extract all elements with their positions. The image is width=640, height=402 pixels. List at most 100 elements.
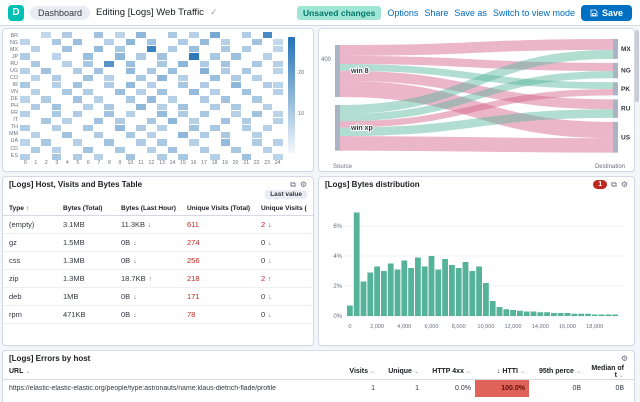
heatmap-cell[interactable] xyxy=(252,110,262,117)
heatmap-cell[interactable] xyxy=(115,39,125,46)
heatmap-cell[interactable] xyxy=(93,32,104,39)
heatmap-cell[interactable] xyxy=(252,67,262,74)
heatmap-cell[interactable] xyxy=(83,82,93,89)
heatmap-cell[interactable] xyxy=(157,46,167,53)
heatmap-cell[interactable] xyxy=(210,46,220,53)
heatmap-cell[interactable] xyxy=(199,89,210,96)
heatmap-cell[interactable] xyxy=(83,153,93,160)
heatmap-cell[interactable] xyxy=(231,117,241,125)
heatmap-cell[interactable] xyxy=(262,132,273,139)
heatmap-cell[interactable] xyxy=(273,139,283,146)
histogram-bar[interactable] xyxy=(401,260,408,317)
heatmap-cell[interactable] xyxy=(273,110,283,117)
heatmap-cell[interactable] xyxy=(188,110,199,117)
heatmap-cell[interactable] xyxy=(125,46,136,53)
heatmap-cell[interactable] xyxy=(62,96,72,103)
histogram-bar[interactable] xyxy=(605,314,612,317)
heatmap-cell[interactable] xyxy=(146,39,157,46)
heatmap-cell[interactable] xyxy=(104,103,115,110)
heatmap-cell[interactable] xyxy=(93,132,104,139)
heatmap-cell[interactable] xyxy=(210,125,220,132)
heatmap-cell[interactable] xyxy=(62,46,72,53)
heatmap-cell[interactable] xyxy=(41,60,51,67)
heatmap-cell[interactable] xyxy=(72,153,83,160)
heatmap-cell[interactable] xyxy=(93,74,104,82)
heatmap-cell[interactable] xyxy=(115,103,125,110)
heatmap-cell[interactable] xyxy=(262,89,273,96)
histogram-bar[interactable] xyxy=(360,281,367,317)
heatmap-cell[interactable] xyxy=(72,96,83,103)
heatmap-cell[interactable] xyxy=(220,132,231,139)
heatmap-cell[interactable] xyxy=(178,139,188,146)
heatmap-cell[interactable] xyxy=(41,74,51,82)
heatmap-cell[interactable] xyxy=(51,125,62,132)
heatmap-cell[interactable] xyxy=(252,89,262,96)
histogram-bar[interactable] xyxy=(551,313,557,316)
heatmap-cell[interactable] xyxy=(262,153,273,160)
histogram-bar[interactable] xyxy=(347,305,353,317)
heatmap-cell[interactable] xyxy=(231,110,241,117)
heatmap-cell[interactable] xyxy=(199,125,210,132)
heatmap-cell[interactable] xyxy=(125,67,136,74)
heatmap-cell[interactable] xyxy=(146,82,157,89)
heatmap-cell[interactable] xyxy=(30,89,41,96)
heatmap-cell[interactable] xyxy=(136,139,146,146)
heatmap-cell[interactable] xyxy=(231,103,241,110)
options-button[interactable]: Options xyxy=(387,7,419,18)
heatmap-cell[interactable] xyxy=(136,110,146,117)
errors-table-column-header[interactable]: Unique ⌄ xyxy=(379,368,423,375)
heatmap-cell[interactable] xyxy=(62,32,72,39)
heatmap-cell[interactable] xyxy=(252,39,262,46)
heatmap-cell[interactable] xyxy=(157,82,167,89)
heatmap-cell[interactable] xyxy=(231,32,241,39)
heatmap-cell[interactable] xyxy=(72,103,83,110)
heatmap-cell[interactable] xyxy=(210,110,220,117)
heatmap-cell[interactable] xyxy=(220,139,231,146)
heatmap-cell[interactable] xyxy=(51,89,62,96)
heatmap-cell[interactable] xyxy=(20,67,30,74)
heatmap-cell[interactable] xyxy=(273,46,283,53)
heatmap-cell[interactable] xyxy=(51,82,62,89)
heatmap-cell[interactable] xyxy=(30,32,41,39)
heatmap-cell[interactable] xyxy=(262,46,273,53)
heatmap-cell[interactable] xyxy=(178,89,188,96)
heatmap-cell[interactable] xyxy=(30,67,41,74)
heatmap-cell[interactable] xyxy=(115,60,125,67)
histogram-bar[interactable] xyxy=(591,314,598,317)
heatmap-cell[interactable] xyxy=(72,117,83,125)
heatmap-cell[interactable] xyxy=(72,60,83,67)
heatmap-cell[interactable] xyxy=(104,39,115,46)
host-table-column-header[interactable]: Bytes (Total) xyxy=(63,205,121,212)
heatmap-cell[interactable] xyxy=(220,103,231,110)
histogram-bar[interactable] xyxy=(428,256,435,316)
heatmap-cell[interactable] xyxy=(93,125,104,132)
heatmap-cell[interactable] xyxy=(210,153,220,160)
heatmap-cell[interactable] xyxy=(210,89,220,96)
heatmap-cell[interactable] xyxy=(199,139,210,146)
heatmap-cell[interactable] xyxy=(157,53,167,60)
heatmap-cell[interactable] xyxy=(178,39,188,46)
heatmap-cell[interactable] xyxy=(241,153,252,160)
panel-error-badge[interactable]: 1 xyxy=(593,180,608,189)
histogram-bar[interactable] xyxy=(408,268,414,316)
heatmap-cell[interactable] xyxy=(104,89,115,96)
heatmap-cell[interactable] xyxy=(220,153,231,160)
heatmap-cell[interactable] xyxy=(241,125,252,132)
heatmap-cell[interactable] xyxy=(199,74,210,82)
heatmap-cell[interactable] xyxy=(93,153,104,160)
heatmap-cell[interactable] xyxy=(146,32,157,39)
heatmap-cell[interactable] xyxy=(146,46,157,53)
heatmap-cell[interactable] xyxy=(62,132,72,139)
heatmap-cell[interactable] xyxy=(93,46,104,53)
heatmap-cell[interactable] xyxy=(136,89,146,96)
heatmap-cell[interactable] xyxy=(241,110,252,117)
heatmap-cell[interactable] xyxy=(51,103,62,110)
heatmap-cell[interactable] xyxy=(146,125,157,132)
heatmap-cell[interactable] xyxy=(199,146,210,153)
heatmap-cell[interactable] xyxy=(167,46,178,53)
heatmap-cell[interactable] xyxy=(262,60,273,67)
heatmap-cell[interactable] xyxy=(93,53,104,60)
heatmap-cell[interactable] xyxy=(115,153,125,160)
heatmap-cell[interactable] xyxy=(83,46,93,53)
heatmap-cell[interactable] xyxy=(93,67,104,74)
